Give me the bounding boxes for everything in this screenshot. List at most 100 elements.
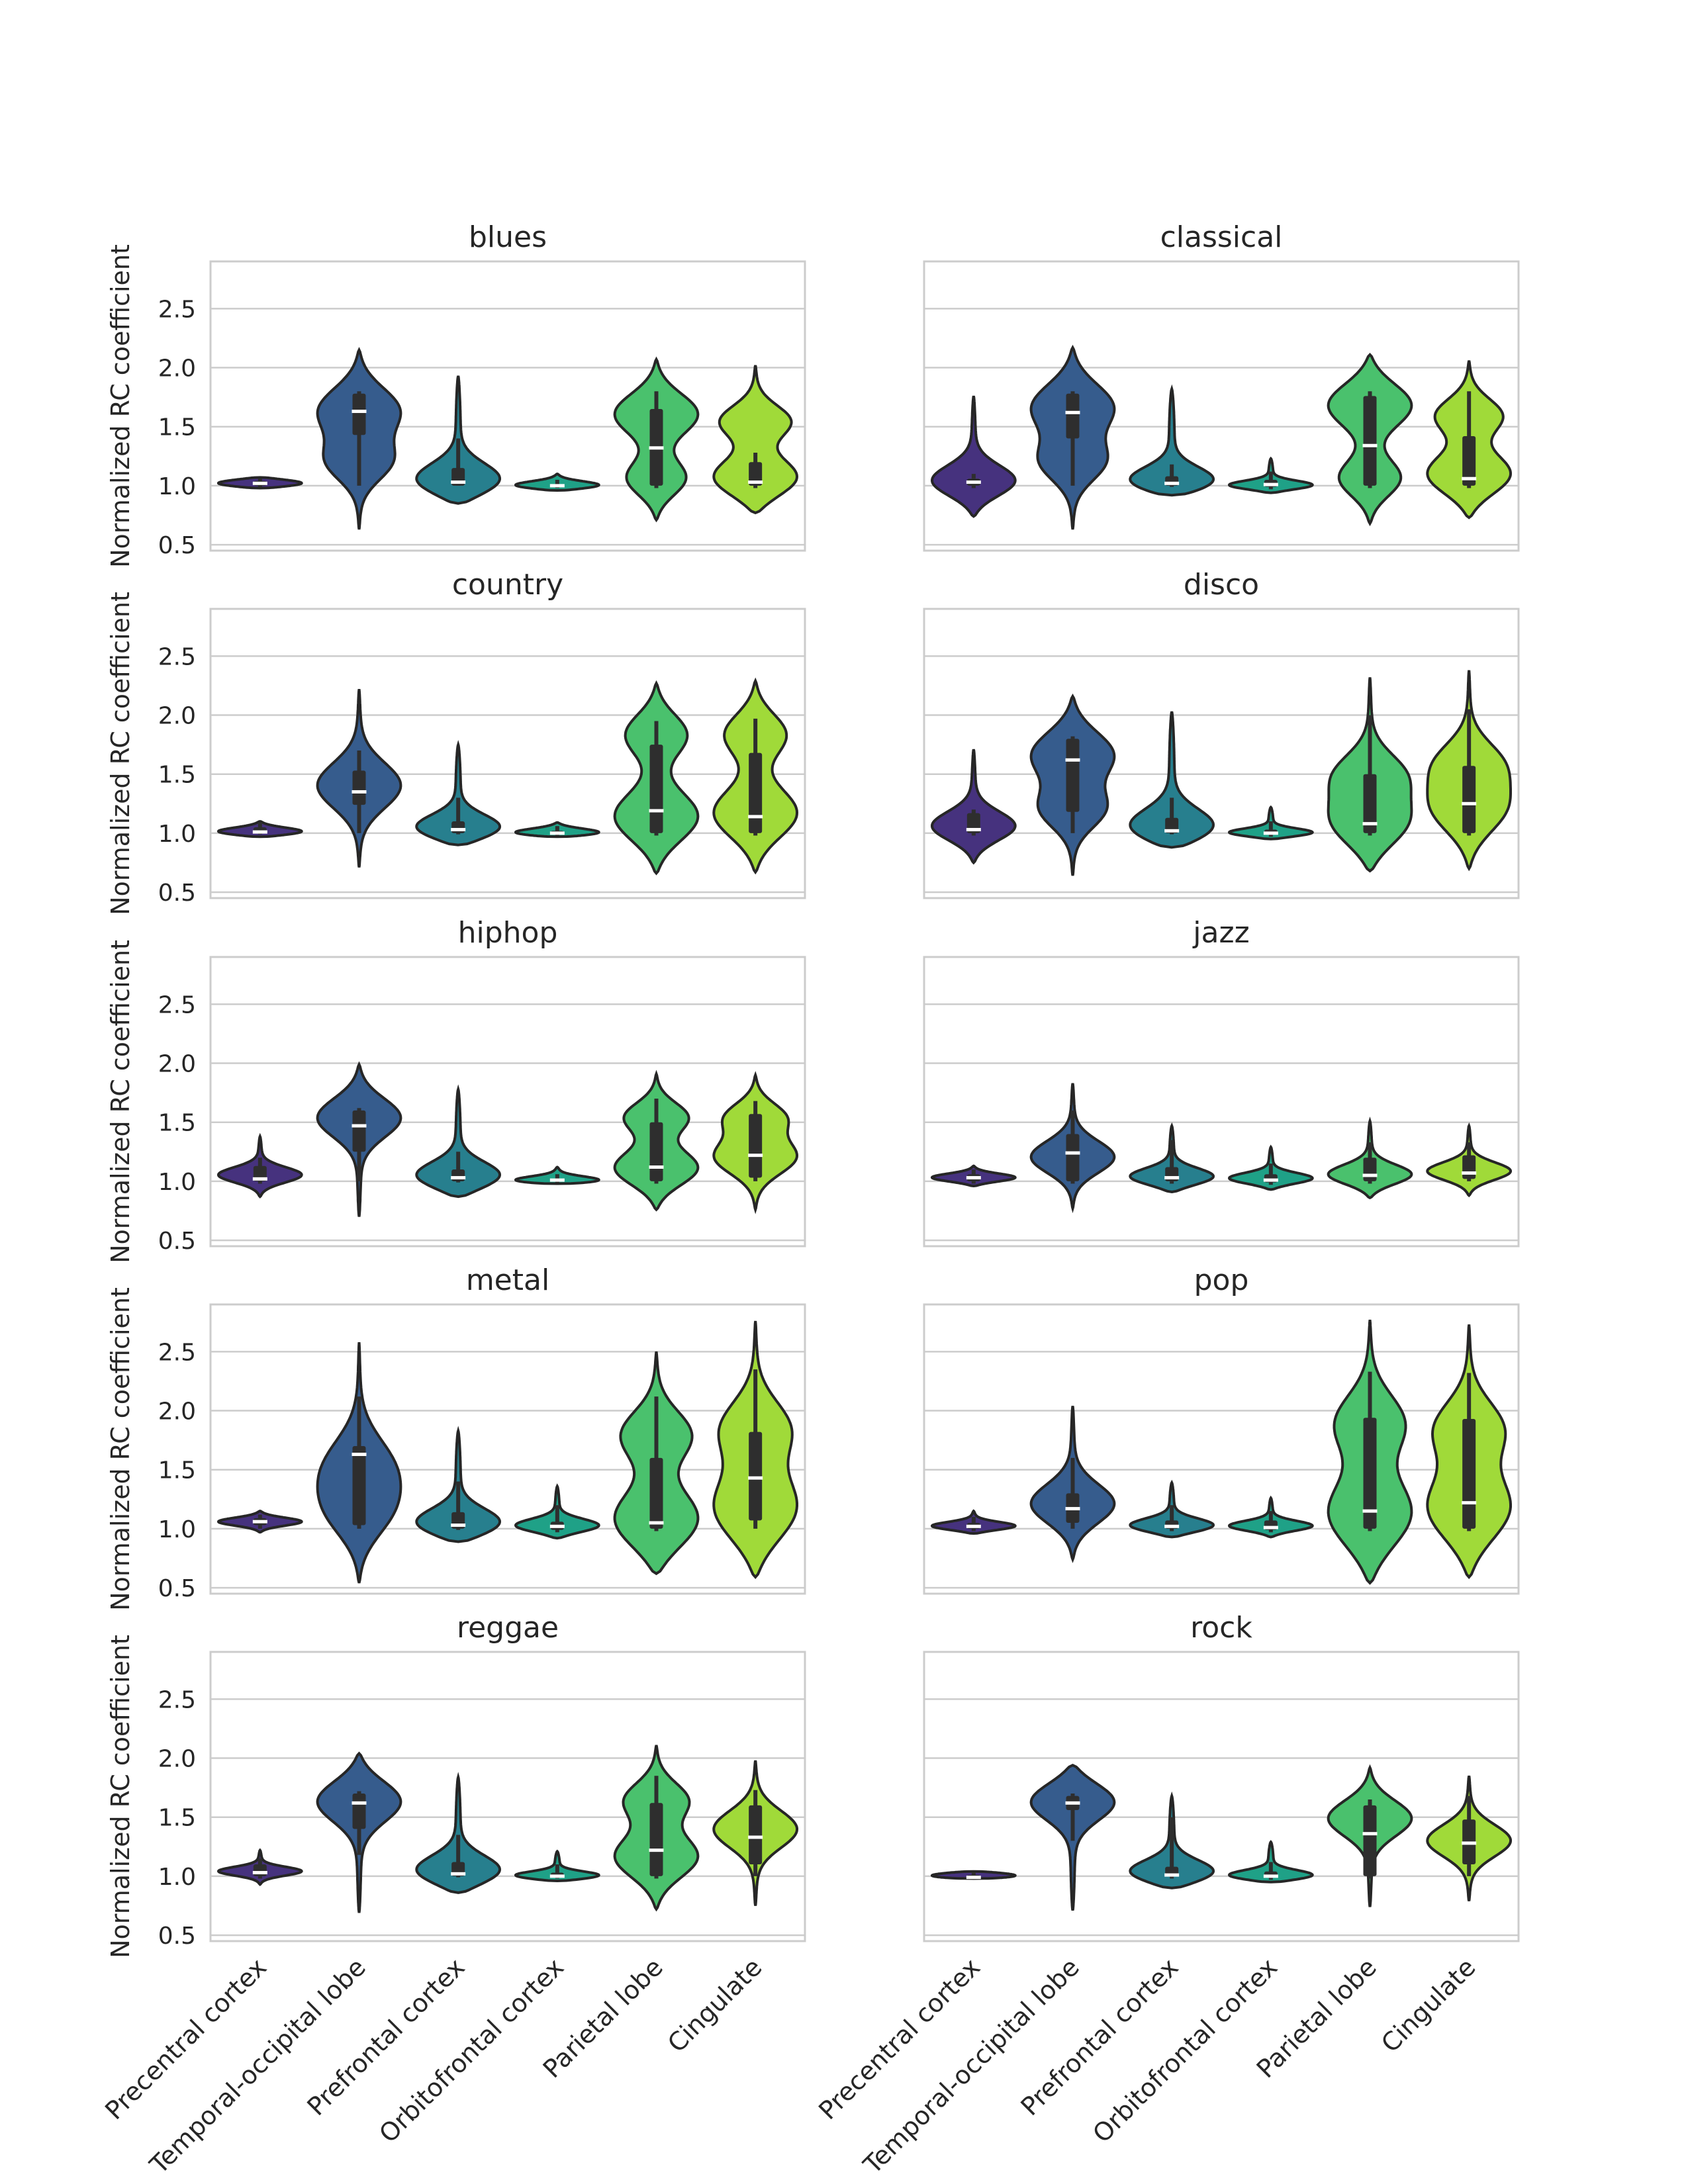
panel-disco: disco [923,568,1520,899]
violin-median [1065,758,1080,762]
violin-median [649,1165,664,1169]
axes-frame [923,1651,1520,1942]
violin-median [352,410,367,414]
panel-title: blues [469,220,547,254]
axes-frame [209,608,806,899]
violin-iqr-box [1066,739,1080,812]
xtick-label: Precentral cortex [813,1952,986,2125]
violin-iqr-box [649,1122,663,1181]
violin-median [1362,443,1378,447]
axes-frame [209,260,806,552]
axes-frame [923,956,1520,1248]
violin-median [966,828,981,832]
violin-median [352,1453,367,1457]
ytick-label: 1.5 [158,762,196,789]
ytick-label: 1.5 [158,1805,196,1832]
violin-median [1065,1507,1080,1511]
violin-median [549,1874,565,1878]
violin-iqr-box [1066,393,1080,439]
axes-frame [923,1303,1520,1595]
violin-median [549,1524,565,1528]
panel-title: pop [1194,1263,1249,1297]
panel-country: country 0.5 1.0 1.5 2.0 2.5 Normalized RC coef… [106,568,806,915]
violin-median [748,815,763,819]
xtick-label: Orbitofrontal cortex [373,1952,569,2148]
violin-iqr-box [1363,396,1377,486]
violin-median [1164,1176,1180,1180]
panel-title: disco [1184,568,1259,602]
y-axis-label: Normalized RC coefficient [106,244,135,568]
violin-median [252,481,267,485]
violin-median [352,1801,367,1805]
violin-iqr-box [1462,1155,1476,1179]
xtick-label: Precentral cortex [99,1952,272,2125]
violin-median [451,1176,466,1180]
ytick-label: 1.0 [158,473,196,500]
violin-iqr-box [451,1169,465,1181]
axes-frame [923,608,1520,899]
violin-median [1462,1501,1477,1505]
violin-median [748,1154,763,1158]
violin-median [252,1520,267,1524]
violin-median [252,830,267,834]
panel-title: metal [466,1263,549,1297]
violin-median [352,1124,367,1128]
violin-median [1164,481,1180,485]
axes-frame [209,1651,806,1942]
panel-title: rock [1190,1611,1252,1645]
violin-iqr-box [649,1457,663,1529]
violin-median [1065,1151,1080,1155]
violin-median [1462,801,1477,805]
violin-median [649,446,664,450]
ytick-label: 2.0 [158,1051,196,1078]
violin-median [1263,1874,1278,1878]
violin-median [549,484,565,488]
ytick-label: 2.0 [158,355,196,383]
ytick-label: 1.5 [158,1457,196,1484]
panel-title: hiphop [458,916,558,950]
violin-median [451,1524,466,1527]
violin-median [748,1476,763,1480]
violin-iqr-box [1462,1419,1476,1529]
panel-title: reggae [457,1611,559,1645]
violin-iqr-box [1363,1805,1377,1876]
panel-metal: metal 0.5 1.0 1.5 2.0 2.5 Normalized RC coeffi… [106,1263,806,1611]
violin-median [1362,822,1378,826]
violin-median [1462,477,1477,480]
panel-title: country [452,568,563,602]
violin-iqr-box [749,752,763,833]
violin-iqr-box [352,1794,366,1829]
ytick-label: 2.5 [158,643,196,670]
violin-precentral-cortex [930,395,1017,518]
violin-median [649,1848,664,1852]
violin-iqr-box [749,1114,763,1178]
ytick-label: 1.5 [158,414,196,441]
violin-median [966,480,981,484]
violin-median [1362,1509,1378,1513]
violin-iqr-box [352,770,366,805]
violin-median [1362,1832,1378,1836]
violin-prefrontal-cortex [415,740,501,846]
violin-iqr-box [1462,766,1476,833]
violin-median [1164,1873,1180,1877]
ytick-label: 2.5 [158,1339,196,1366]
ytick-label: 2.0 [158,1746,196,1773]
violin-iqr-box [749,462,763,486]
violin-median [451,1872,466,1876]
violin-median [352,790,367,794]
violin-median [1065,1801,1080,1805]
violin-median [1263,482,1278,486]
violin-median [748,1835,763,1839]
violin-median [1462,1841,1477,1845]
axes-frame [209,1303,806,1595]
ytick-label: 0.5 [158,532,196,559]
ytick-label: 0.5 [158,1575,196,1602]
violin-prefrontal-cortex [1129,711,1215,849]
violin-iqr-box [749,1805,763,1865]
xtick-label: Cingulate [662,1952,767,2058]
ytick-label: 2.5 [158,296,196,323]
violin-cingulate [712,365,799,515]
panel-blues: blues 0.5 1.0 1.5 2.0 2.5 Normalized RC coeffi… [106,220,806,568]
